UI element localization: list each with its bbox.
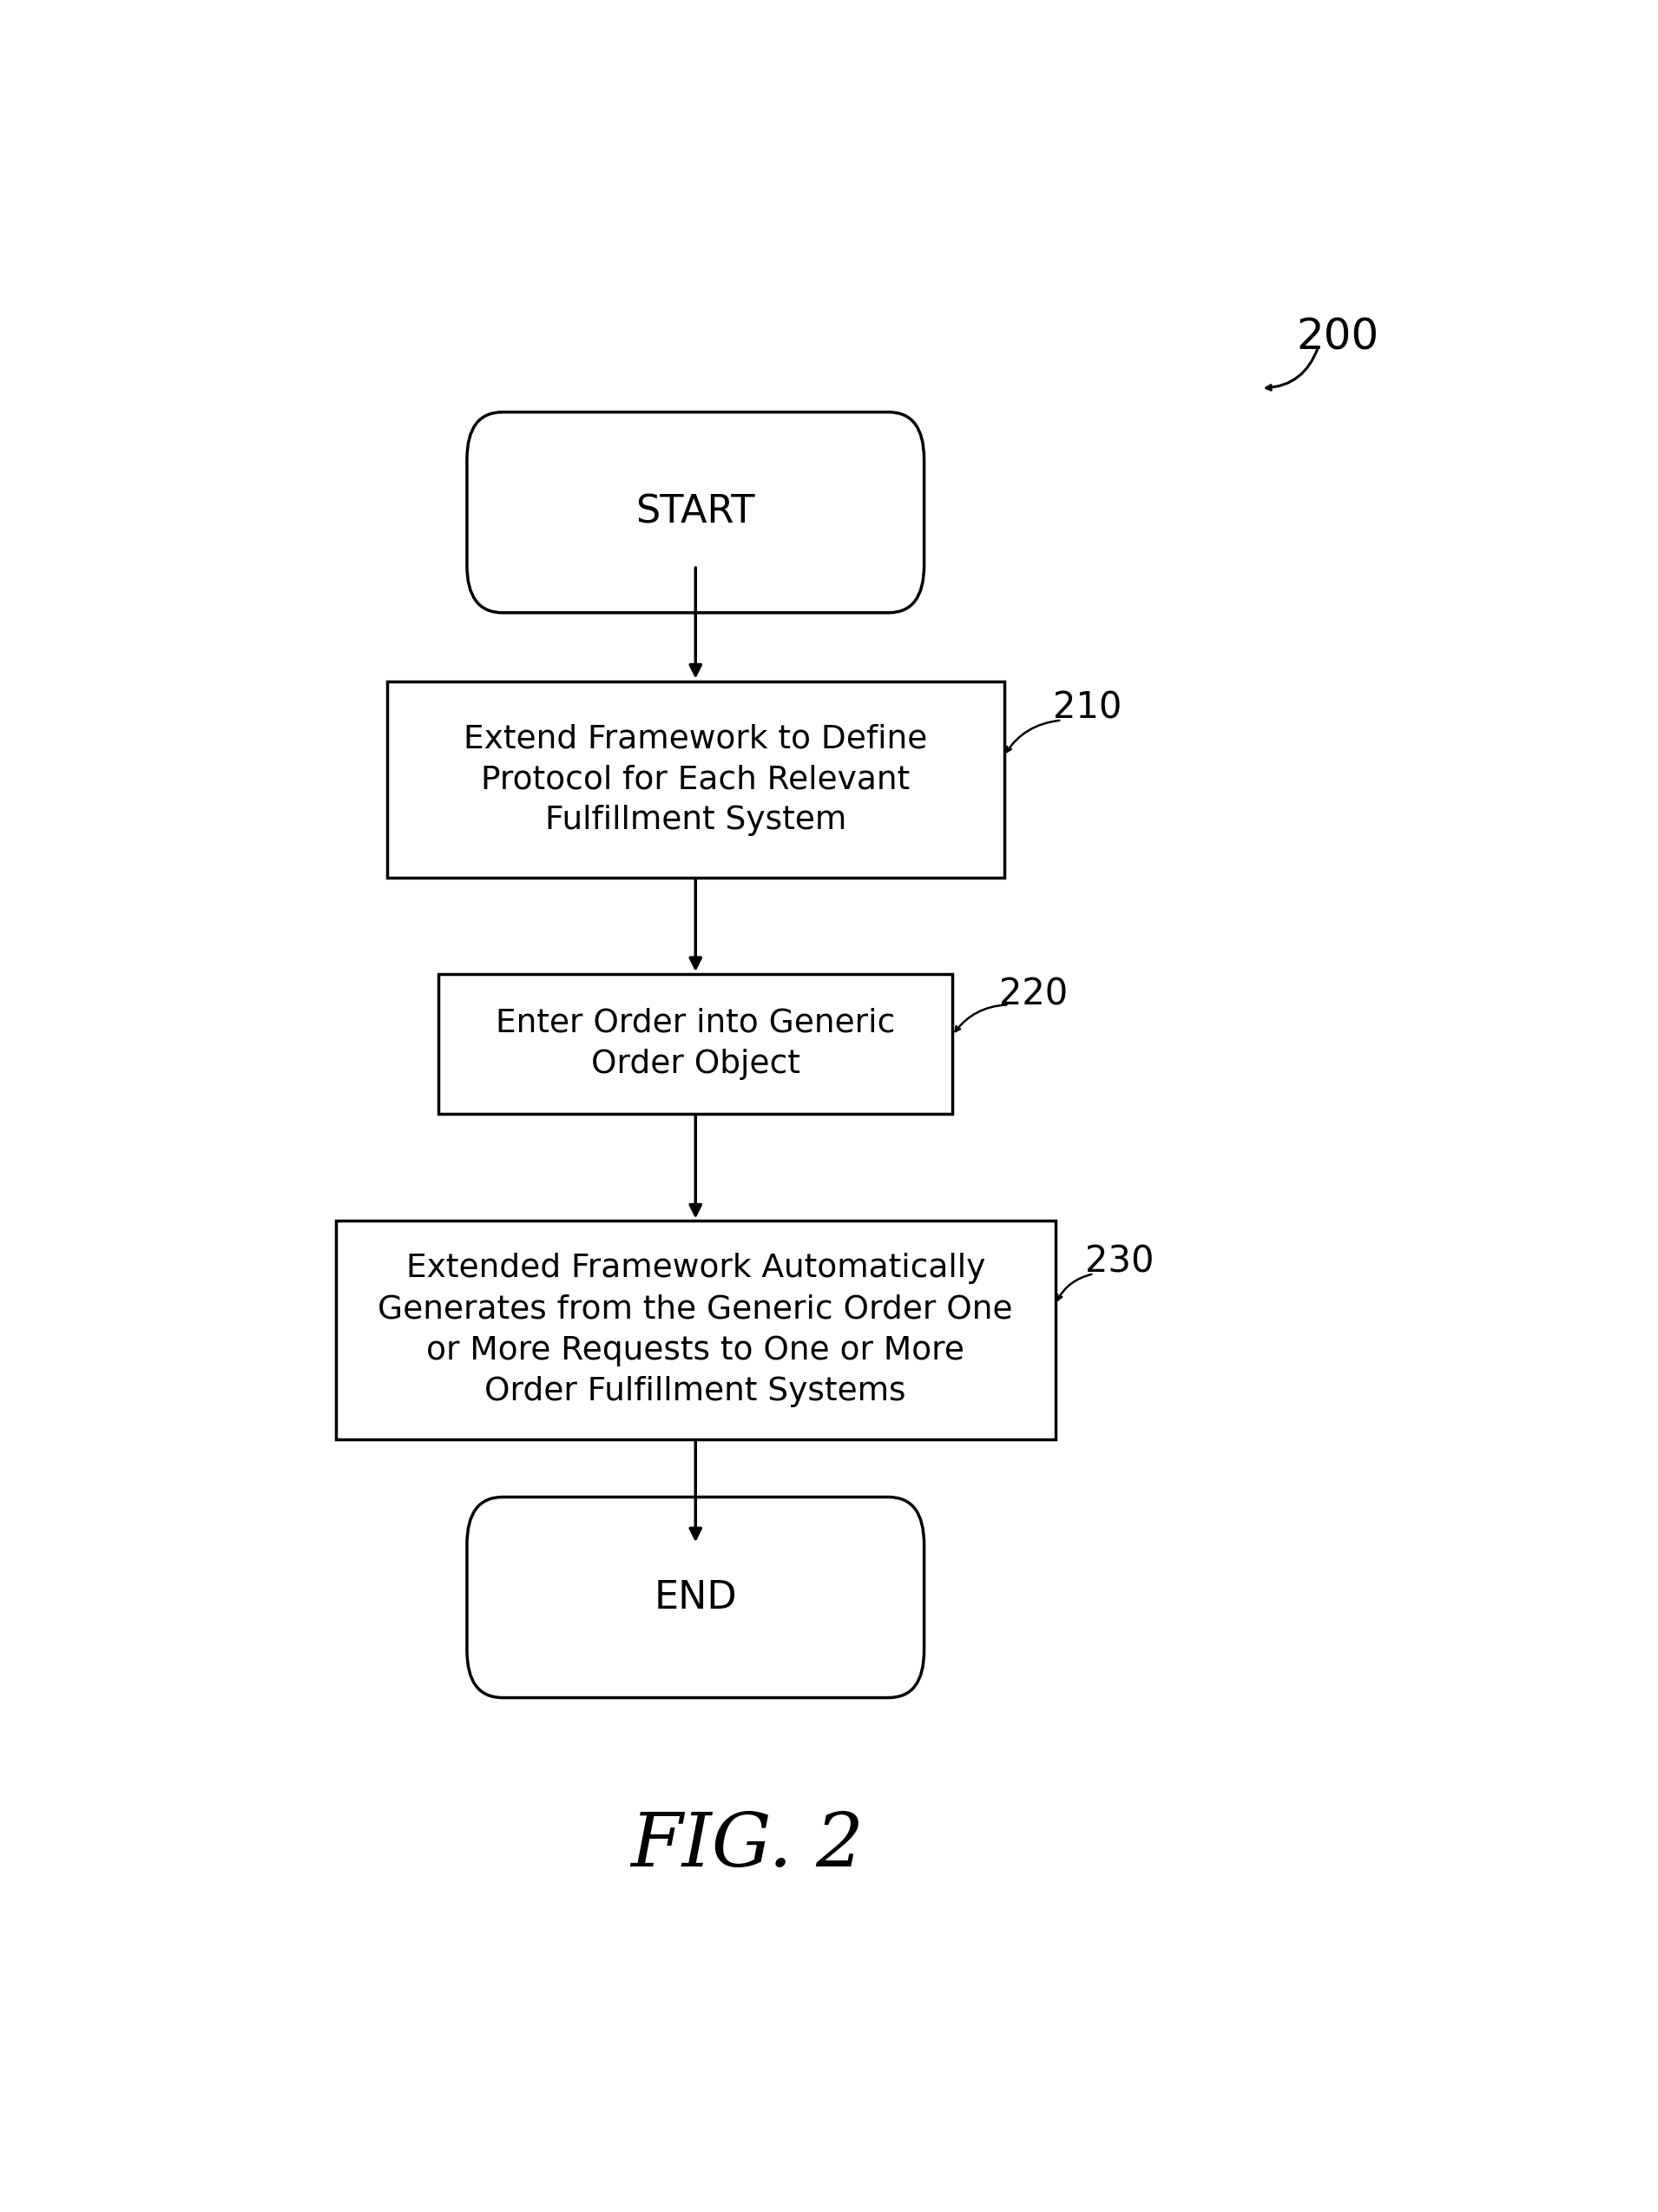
FancyBboxPatch shape	[468, 1498, 924, 1697]
Bar	[388, 681, 1005, 878]
FancyBboxPatch shape	[468, 411, 924, 613]
Bar	[335, 1221, 1054, 1440]
Text: 200: 200	[1297, 316, 1379, 358]
Text: END: END	[653, 1579, 738, 1617]
Text: 230: 230	[1084, 1243, 1154, 1281]
Bar	[438, 973, 953, 1113]
Text: START: START	[637, 493, 754, 531]
Text: 210: 210	[1053, 690, 1122, 726]
Text: Enter Order into Generic
Order Object: Enter Order into Generic Order Object	[496, 1009, 895, 1079]
Text: 220: 220	[1000, 975, 1068, 1013]
Text: Extended Framework Automatically
Generates from the Generic Order One
or More Re: Extended Framework Automatically Generat…	[378, 1252, 1013, 1407]
Text: FIG. 2: FIG. 2	[630, 1809, 864, 1882]
Text: Extend Framework to Define
Protocol for Each Relevant
Fulfillment System: Extend Framework to Define Protocol for …	[464, 723, 927, 836]
